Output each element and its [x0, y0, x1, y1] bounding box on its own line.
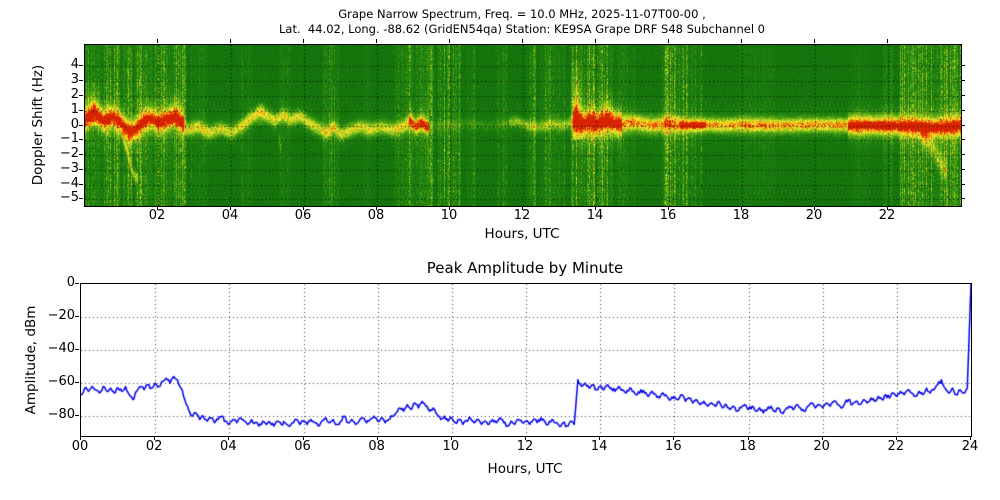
amplitude-plot-title: Peak Amplitude by Minute [426, 259, 624, 277]
figure-title-line1: Grape Narrow Spectrum, Freq. = 10.0 MHz,… [338, 7, 706, 21]
amplitude-line-canvas [80, 283, 972, 437]
amplitude-x-axis-label: Hours, UTC [487, 461, 563, 477]
spectrogram-x-axis-label: Hours, UTC [484, 226, 560, 242]
doppler-spectrogram-canvas [84, 44, 962, 207]
figure-title-line2: Lat. 44.02, Long. -88.62 (GridEN54qa) St… [278, 22, 766, 36]
